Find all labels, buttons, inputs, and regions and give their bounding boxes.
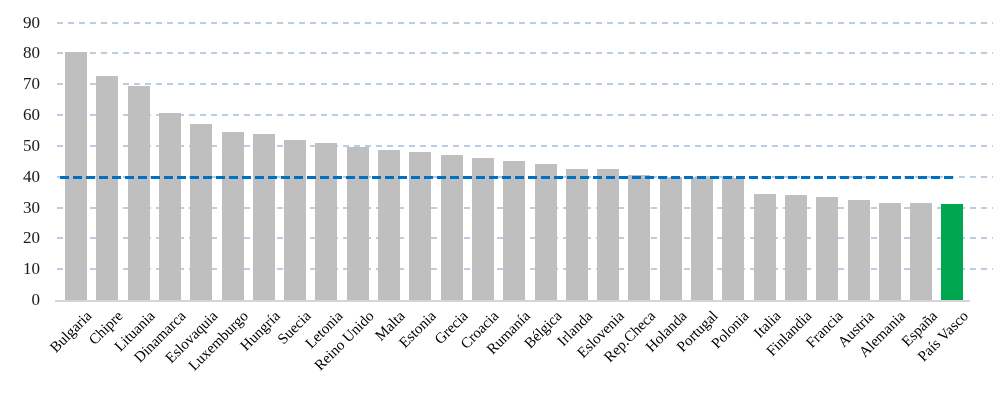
y-axis-tick-label: 10: [23, 259, 40, 279]
bar-letonia: [315, 142, 338, 300]
bar-pa-s-vasco: [941, 204, 964, 300]
bar-malta: [378, 150, 400, 300]
bar-bulgaria: [65, 51, 87, 300]
bar-suecia: [284, 139, 307, 300]
bar-grecia: [440, 155, 463, 300]
bar-francia: [816, 196, 839, 300]
bar-finlandia: [784, 195, 807, 300]
y-axis-tick-label: 60: [23, 105, 40, 124]
bar-hungr-a: [252, 133, 275, 300]
bar-croacia: [471, 158, 494, 300]
x-axis-label: Bulgaria: [47, 308, 96, 357]
y-axis-tick-label: 80: [23, 43, 40, 63]
bar-irlanda: [565, 168, 588, 300]
bar-reino-unido: [346, 147, 369, 300]
bar-rep-checa: [628, 175, 651, 300]
bar-dinamarca: [158, 113, 181, 300]
y-axis-tick-label: 40: [23, 166, 40, 186]
y-axis-tick-label: 0: [31, 290, 41, 309]
gridline-70: [57, 83, 993, 86]
bar-austria: [847, 199, 870, 300]
bar-estonia: [409, 152, 432, 300]
bar-italia: [753, 193, 776, 300]
gridline-90: [57, 21, 993, 24]
reference-line: [60, 176, 957, 180]
bar-b-lgica: [534, 164, 557, 300]
x-axis-line: [55, 300, 970, 302]
bar-eslovaquia: [190, 124, 213, 300]
gridline-60: [57, 114, 993, 116]
bar-ruman-a: [503, 161, 526, 300]
y-axis-tick-label: 50: [23, 135, 40, 155]
bar-lituania: [127, 85, 150, 300]
bar-espa-a: [910, 202, 933, 300]
bar-luxemburgo: [221, 131, 244, 300]
bar-chipre: [96, 76, 119, 300]
y-axis-tick-label: 20: [23, 228, 40, 248]
y-axis-tick-label: 90: [23, 12, 40, 32]
gridline-50: [57, 144, 993, 147]
y-axis-tick-label: 70: [23, 74, 40, 94]
gridline-80: [57, 52, 993, 55]
bar-polonia: [722, 178, 745, 300]
bar-holanda: [659, 176, 682, 300]
bar-portugal: [691, 176, 713, 300]
y-axis-tick-label: 30: [23, 197, 40, 217]
bar-eslovenia: [597, 168, 620, 300]
bar-alemania: [878, 202, 901, 300]
